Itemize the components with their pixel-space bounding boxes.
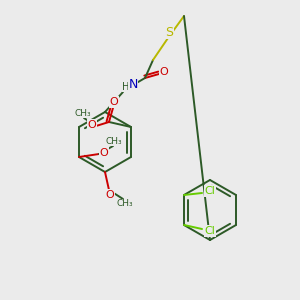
Text: O: O xyxy=(100,148,108,158)
Text: O: O xyxy=(160,67,168,77)
Text: Cl: Cl xyxy=(205,186,215,196)
Text: H: H xyxy=(122,82,130,92)
Text: Cl: Cl xyxy=(205,226,215,236)
Text: CH₃: CH₃ xyxy=(117,200,133,208)
Text: CH₃: CH₃ xyxy=(106,136,122,146)
Text: O: O xyxy=(106,190,114,200)
Text: O: O xyxy=(110,97,118,107)
Text: S: S xyxy=(165,26,173,38)
Text: CH₃: CH₃ xyxy=(75,109,91,118)
Text: O: O xyxy=(88,120,96,130)
Text: N: N xyxy=(128,79,138,92)
